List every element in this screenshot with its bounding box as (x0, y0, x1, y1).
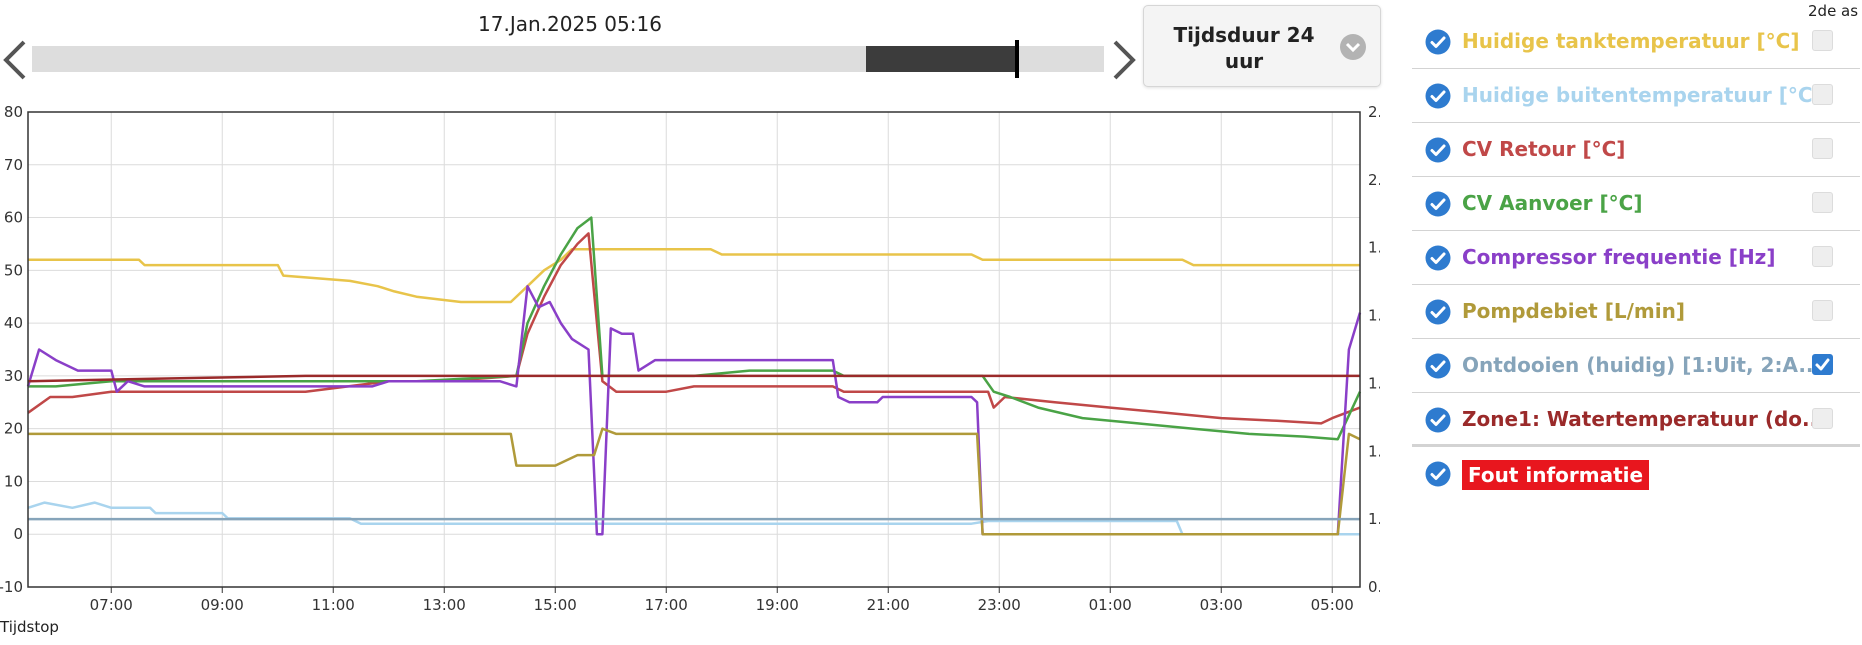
check-circle-icon[interactable] (1425, 83, 1451, 109)
legend-item[interactable]: Compressor frequentie [Hz] (1412, 231, 1860, 285)
y-right-tick-label: 2.2 (1368, 103, 1380, 121)
check-circle-icon[interactable] (1425, 407, 1451, 433)
current-time-label: 17.Jan.2025 05:16 (478, 12, 662, 36)
check-circle-icon[interactable] (1425, 137, 1451, 163)
y-right-tick-label: 1.2 (1368, 442, 1380, 460)
y-right-tick-label: 1.4 (1368, 374, 1380, 392)
chevron-down-circle-icon[interactable] (1339, 33, 1367, 61)
series-line (27, 501, 1360, 536)
y-left-tick-label: 70 (4, 156, 23, 174)
check-circle-icon[interactable] (1425, 299, 1451, 325)
y-right-tick-label: 2.0 (1368, 171, 1380, 189)
legend-item-label: Huidige tanktemperatuur [°C] (1462, 29, 1800, 53)
second-axis-checkbox[interactable] (1812, 138, 1833, 159)
x-tick-label: 21:00 (867, 596, 910, 614)
legend-list: Huidige tanktemperatuur [°C] Huidige buit… (1412, 15, 1860, 500)
y-left-tick-label: 30 (4, 367, 23, 385)
legend-item[interactable]: CV Aanvoer [°C] (1412, 177, 1860, 231)
x-tick-label: 15:00 (534, 596, 577, 614)
check-circle-icon[interactable] (1425, 29, 1451, 55)
y-right-tick-label: 1.0 (1368, 510, 1380, 528)
checkmark-icon (1815, 358, 1830, 371)
second-axis-checkbox[interactable] (1812, 246, 1833, 267)
legend-item-label: CV Aanvoer [°C] (1462, 191, 1643, 215)
chart-axes: -10 0 10 20 30 40 50 60 70 80 0.8 1.0 1.2 1.4 1.6 1.8 2.… (0, 103, 1380, 614)
duration-dropdown[interactable]: Tijdsduur 24 uur (1143, 5, 1381, 87)
x-tick-label: 05:00 (1311, 596, 1354, 614)
x-tick-label: 03:00 (1200, 596, 1243, 614)
y-left-tick-label: 50 (4, 261, 23, 279)
legend-item[interactable]: Zone1: Watertemperatuur (do... (1412, 393, 1860, 447)
legend-item[interactable]: Ontdooien (huidig) [1:Uit, 2:A... (1412, 339, 1860, 393)
series-line (27, 232, 1361, 425)
legend-item-label: Huidige buitentemperatuur [°C] (1462, 83, 1822, 107)
y-left-tick-label: -10 (0, 578, 23, 596)
x-tick-label: 23:00 (978, 596, 1021, 614)
series-line (28, 216, 1362, 441)
plot-frame (27, 111, 1361, 588)
y-left-tick-label: 40 (4, 314, 23, 332)
second-axis-checkbox[interactable] (1812, 354, 1833, 375)
x-tick-label: 13:00 (423, 596, 466, 614)
check-circle-icon[interactable] (1425, 461, 1451, 487)
duration-label: Tijdsduur 24 uur (1173, 23, 1315, 73)
x-tick-label: 17:00 (645, 596, 688, 614)
timeline-scrollbar[interactable] (32, 40, 1104, 78)
x-tick-label: 11:00 (312, 596, 355, 614)
y-right-tick-label: 0.8 (1368, 578, 1380, 596)
second-axis-checkbox[interactable] (1812, 30, 1833, 51)
legend-item-label: Ontdooien (huidig) [1:Uit, 2:A... (1462, 353, 1822, 377)
second-axis-checkbox[interactable] (1812, 408, 1833, 429)
chevron-left-icon[interactable] (0, 38, 30, 82)
line-chart: -10 0 10 20 30 40 50 60 70 80 0.8 1.0 1.2 1.4 1.6 1.8 2.… (0, 103, 1380, 614)
chart-grid (28, 111, 1360, 588)
legend-item[interactable]: Pompdebiet [L/min] (1412, 285, 1860, 339)
second-axis-checkbox[interactable] (1812, 192, 1833, 213)
series-line (28, 247, 1360, 304)
y-left-tick-label: 0 (13, 525, 23, 543)
y-right-tick-label: 1.8 (1368, 239, 1380, 257)
legend-item-label: CV Retour [°C] (1462, 137, 1626, 161)
series-line (28, 427, 1361, 536)
legend-item[interactable]: Huidige buitentemperatuur [°C] (1412, 69, 1860, 123)
y-left-tick-label: 60 (4, 209, 23, 227)
legend-item-label: Fout informatie (1462, 460, 1650, 490)
x-tick-label: 09:00 (201, 596, 244, 614)
y-right-tick-label: 1.6 (1368, 307, 1380, 325)
timeline-cursor[interactable] (1015, 40, 1019, 78)
x-tick-label: 19:00 (756, 596, 799, 614)
legend-item[interactable]: CV Retour [°C] (1412, 123, 1860, 177)
series-line (26, 284, 1362, 536)
footer-label: Tijdstop (0, 618, 59, 636)
y-left-tick-label: 80 (4, 103, 23, 121)
check-circle-icon[interactable] (1425, 353, 1451, 379)
legend-item-label: Compressor frequentie [Hz] (1462, 245, 1776, 269)
legend-item[interactable]: Fout informatie (1412, 447, 1860, 500)
check-circle-icon[interactable] (1425, 245, 1451, 271)
y-left-tick-label: 10 (4, 472, 23, 490)
x-tick-label: 07:00 (90, 596, 133, 614)
second-axis-checkbox[interactable] (1812, 84, 1833, 105)
chart-series (26, 216, 1362, 536)
check-circle-icon[interactable] (1425, 191, 1451, 217)
x-tick-label: 01:00 (1089, 596, 1132, 614)
timeline-window-handle[interactable] (866, 46, 1016, 72)
legend-item[interactable]: Huidige tanktemperatuur [°C] (1412, 15, 1860, 69)
legend-item-label: Zone1: Watertemperatuur (do... (1462, 407, 1825, 431)
second-axis-checkbox[interactable] (1812, 300, 1833, 321)
chevron-right-icon[interactable] (1109, 38, 1139, 82)
legend-item-label: Pompdebiet [L/min] (1462, 299, 1685, 323)
series-line (27, 374, 1360, 383)
y-left-tick-label: 20 (4, 420, 23, 438)
second-axis-header: 2de as (1808, 2, 1859, 20)
